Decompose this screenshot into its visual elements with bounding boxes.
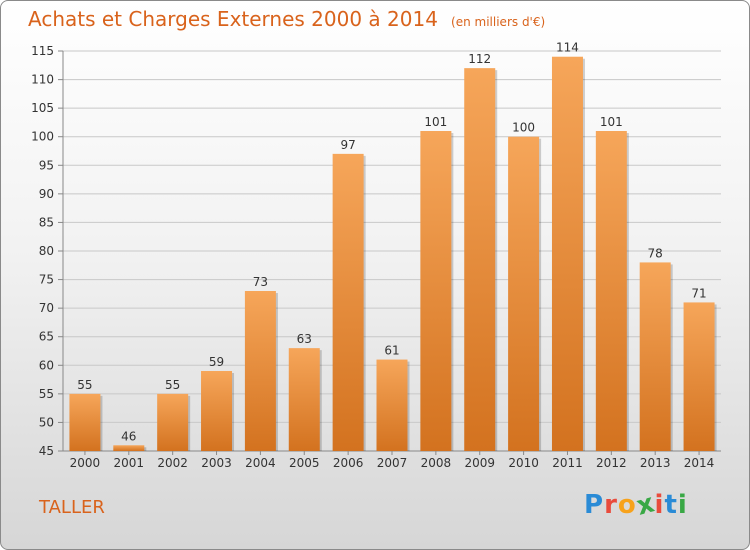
y-tick-label: 105	[31, 101, 54, 115]
bar	[551, 56, 583, 451]
data-label: 59	[209, 355, 224, 369]
logo-letter: t	[664, 490, 678, 520]
x-tick-label: 2004	[245, 456, 276, 470]
data-label: 61	[384, 344, 399, 358]
logo-letter: i	[677, 490, 688, 520]
bar	[113, 445, 145, 451]
data-label: 114	[556, 41, 579, 55]
y-tick-label: 65	[39, 330, 54, 344]
bar	[332, 153, 364, 451]
y-tick-label: 45	[39, 444, 54, 458]
bar	[683, 302, 715, 451]
x-tick-label: 2003	[201, 456, 232, 470]
chart-title: Achats et Charges Externes 2000 à 2014	[28, 7, 438, 31]
data-label: 112	[468, 52, 491, 66]
chart-unit: (en milliers d'€)	[451, 15, 546, 29]
logo-letter: P	[584, 490, 605, 520]
data-label: 55	[165, 378, 180, 392]
y-tick-label: 115	[31, 44, 54, 58]
bar	[288, 348, 320, 451]
data-label: 101	[600, 115, 623, 129]
logo-letter: r	[604, 490, 618, 520]
bar	[376, 359, 408, 451]
title-row: Achats et Charges Externes 2000 à 2014 (…	[28, 7, 545, 31]
x-tick-label: 2007	[377, 456, 408, 470]
data-label: 78	[648, 246, 663, 260]
data-label: 55	[77, 378, 92, 392]
bar	[244, 291, 276, 451]
data-label: 100	[512, 121, 535, 135]
x-tick-label: 2006	[333, 456, 364, 470]
bar	[157, 393, 189, 451]
x-tick-label: 2008	[421, 456, 452, 470]
y-tick-label: 75	[39, 273, 54, 287]
x-tick-label: 2011	[552, 456, 583, 470]
y-tick-label: 90	[39, 187, 54, 201]
bar	[639, 262, 671, 451]
x-tick-label: 2001	[114, 456, 145, 470]
data-label: 73	[253, 275, 268, 289]
y-tick-label: 50	[39, 415, 54, 429]
y-tick-label: 55	[39, 387, 54, 401]
data-label: 97	[340, 138, 355, 152]
x-tick-label: 2013	[640, 456, 671, 470]
y-tick-label: 95	[39, 158, 54, 172]
bar	[420, 131, 452, 451]
labels: 55 2000 46 2001 55 2002 59 2003 73 2004 63 2005 97 20…	[70, 41, 715, 470]
bars	[69, 56, 717, 452]
logo-letter: o	[617, 490, 637, 520]
commune-name: TALLER	[39, 497, 105, 518]
y-tick-label: 100	[31, 130, 54, 144]
y-tick-label: 85	[39, 215, 54, 229]
logo-letter: i	[654, 490, 665, 520]
x-tick-label: 2014	[684, 456, 715, 470]
y-tick-label: 80	[39, 244, 54, 258]
bar	[201, 371, 233, 451]
y-tick-label: 60	[39, 358, 54, 372]
data-label: 63	[297, 332, 312, 346]
x-tick-label: 2005	[289, 456, 320, 470]
x-tick-label: 2009	[464, 456, 495, 470]
x-tick-label: 2002	[157, 456, 188, 470]
x-tick-label: 2010	[508, 456, 539, 470]
y-tick-label: 70	[39, 301, 54, 315]
proxiti-logo: Proxiti	[584, 488, 688, 522]
y-tick-label: 110	[31, 73, 54, 87]
data-label: 101	[424, 115, 447, 129]
data-label: 71	[691, 286, 706, 300]
data-label: 46	[121, 429, 136, 443]
bar	[69, 393, 101, 451]
bar	[508, 136, 540, 451]
bar	[595, 131, 627, 451]
bar	[464, 68, 496, 452]
x-tick-label: 2000	[70, 456, 101, 470]
x-tick-label: 2012	[596, 456, 627, 470]
